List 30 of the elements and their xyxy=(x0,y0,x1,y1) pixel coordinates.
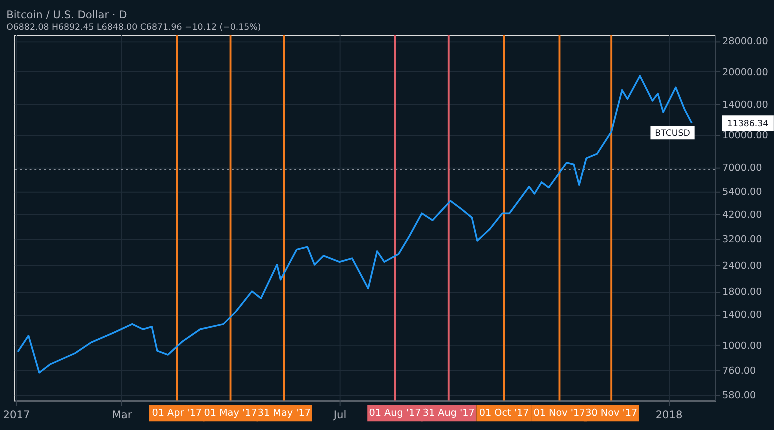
ref-line-label: 31 May '17 xyxy=(258,408,311,420)
y-tick-label: 7000.00 xyxy=(722,163,762,174)
y-tick-label: 1400.00 xyxy=(722,310,762,322)
y-tick-label: 760.00 xyxy=(722,366,756,377)
ref-line-label: 01 Apr '17 xyxy=(152,408,202,420)
x-tick-label: 2018 xyxy=(656,410,683,422)
annotation: BTCUSD xyxy=(655,128,691,139)
y-tick-label: 580.00 xyxy=(722,390,756,402)
y-tick-label: 28000.00 xyxy=(722,36,768,48)
y-tick-label: 14000.00 xyxy=(722,100,768,111)
y-tick-label: 4200.00 xyxy=(722,210,762,221)
ref-line-label: 01 May '17 xyxy=(204,408,258,420)
y-tick-label: 5400.00 xyxy=(722,186,762,198)
y-tick-label: 1800.00 xyxy=(722,287,762,298)
ref-line-label: 01 Aug '17 xyxy=(369,408,422,420)
text: 11386.34 xyxy=(727,119,770,130)
line-series xyxy=(17,75,693,374)
y-tick-label: 10000.00 xyxy=(722,130,768,142)
ref-line-label: 30 Nov '17 xyxy=(586,408,638,420)
chart-title: Bitcoin / U.S. Dollar · D xyxy=(6,10,128,22)
y-tick-label: 3200.00 xyxy=(722,234,762,246)
y-tick-label: 20000.00 xyxy=(722,67,768,78)
x-tick-label: Mar xyxy=(112,410,133,422)
ref-line-label: 01 Oct '17 xyxy=(479,408,530,420)
ref-line-label: 31 Aug '17 xyxy=(422,408,475,420)
chart-subtitle: O6882.08 H6892.45 L6848.00 C6871.96 −10.12 (−0.15%) xyxy=(6,23,262,34)
y-tick-label: 1000.00 xyxy=(722,340,762,352)
x-tick-label: 2017 xyxy=(3,410,30,422)
y-tick-label: 2400.00 xyxy=(722,260,762,272)
x-tick-label: Jul xyxy=(332,410,347,422)
